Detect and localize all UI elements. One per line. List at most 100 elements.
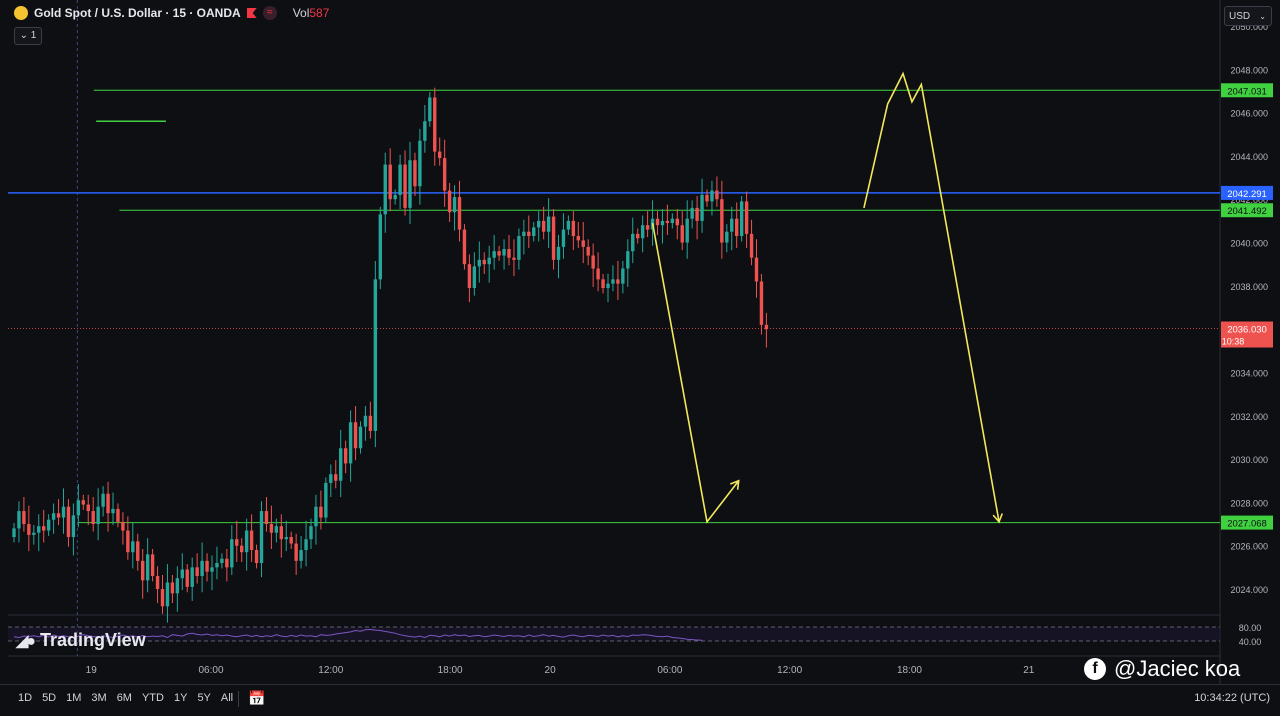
bottom-toolbar: 1D 5D 1M 3M 6M YTD 1Y 5Y All 📅 10:34:22 (UTC): [0, 684, 1280, 716]
candle-body: [12, 528, 16, 538]
candle-body: [37, 526, 41, 533]
x-tick-label: 21: [1023, 665, 1035, 676]
candle-body: [665, 220, 670, 224]
range-button-3m[interactable]: 3M: [91, 692, 107, 704]
candle-body: [71, 515, 76, 538]
candle-body: [56, 513, 61, 518]
candle-body: [240, 545, 244, 553]
range-button-ytd[interactable]: YTD: [141, 692, 164, 704]
symbol-title[interactable]: Gold Spot / U.S. Dollar · 15 · OANDA: [34, 6, 241, 20]
candle-body: [596, 268, 600, 280]
range-selector: 1D 5D 1M 3M 6M YTD 1Y 5Y All: [18, 692, 233, 704]
candle-body: [626, 251, 630, 269]
candle-body: [343, 448, 348, 464]
candle-body: [126, 530, 130, 553]
price-level-label: 2041.492: [1227, 206, 1267, 217]
utc-clock[interactable]: 10:34:22 (UTC): [1194, 692, 1270, 704]
price-chart[interactable]: 2050.000 2048.000 2046.000 2044.000 2042.000…: [0, 0, 1280, 684]
collapse-indicators-button[interactable]: ⌄ 1: [14, 27, 42, 45]
candle-body: [299, 550, 303, 561]
range-button-1d[interactable]: 1D: [18, 692, 33, 704]
y-tick-label: 2042.000: [1230, 195, 1268, 205]
volume-label: Vol587: [292, 6, 330, 20]
candle-body: [556, 246, 561, 260]
candle-body: [165, 582, 170, 607]
candle-body: [106, 493, 110, 514]
candle-body: [720, 199, 724, 243]
range-button-5d[interactable]: 5D: [42, 692, 57, 704]
candle-body: [695, 207, 699, 221]
candle-body: [393, 194, 397, 200]
candle-body: [561, 229, 566, 247]
x-tick-label: 06:00: [657, 665, 682, 676]
candle-body: [101, 493, 105, 507]
range-button-all[interactable]: All: [220, 692, 234, 704]
candle-body: [705, 194, 709, 202]
calendar-icon[interactable]: 📅: [248, 690, 266, 706]
yellow-path-drawing: [651, 222, 740, 524]
range-button-1m[interactable]: 1M: [66, 692, 82, 704]
candle-body: [170, 582, 175, 594]
candle-body: [17, 511, 21, 529]
volume-value: 587: [309, 6, 330, 20]
candle-body: [507, 249, 511, 258]
range-button-1y[interactable]: 1Y: [173, 692, 188, 704]
candle-body: [185, 569, 189, 587]
x-tick-label: 18:00: [897, 665, 922, 676]
candle-body: [66, 506, 71, 538]
candle-body: [408, 160, 412, 208]
candle-body: [715, 190, 719, 200]
candle-body: [764, 324, 769, 330]
currency-select[interactable]: USD ⌄: [1224, 6, 1272, 26]
candle-body: [230, 539, 234, 568]
candle-body: [81, 500, 85, 505]
candle-body: [96, 506, 100, 525]
candle-body: [353, 422, 358, 449]
y-tick-label: 2026.000: [1230, 542, 1268, 552]
candle-body: [438, 151, 442, 159]
candle-body: [462, 229, 467, 265]
candle-body: [655, 218, 660, 226]
candle-body: [517, 236, 521, 260]
candle-body: [383, 164, 387, 215]
candle-body: [304, 539, 308, 551]
candle-body: [27, 524, 31, 535]
candle-body: [150, 554, 155, 577]
candle-body: [116, 508, 120, 522]
x-tick-label: 19: [86, 665, 98, 676]
yellow-path-drawing: [863, 71, 1000, 523]
candle-body: [532, 227, 536, 237]
candle-body: [739, 201, 744, 237]
candle-body: [86, 504, 90, 512]
candle-body: [591, 255, 595, 269]
range-button-6m[interactable]: 6M: [116, 692, 132, 704]
rsi-line: [13, 628, 703, 641]
candle-body: [551, 216, 556, 260]
symbol-header: Gold Spot / U.S. Dollar · 15 · OANDA ≈ V…: [14, 6, 329, 20]
candle-body: [611, 279, 615, 284]
price-level-badge: [1221, 185, 1273, 200]
gold-symbol-icon: [14, 6, 28, 20]
candle-body: [155, 576, 160, 590]
price-level-badge: [1221, 515, 1273, 530]
candle-body: [457, 197, 462, 230]
candle-body: [645, 225, 650, 230]
candle-body: [616, 279, 620, 284]
candle-body: [541, 220, 546, 232]
candle-body: [358, 426, 363, 449]
y-tick-label: 2024.000: [1230, 585, 1268, 595]
candle-body: [571, 220, 576, 237]
candle-body: [264, 511, 269, 525]
candle-body: [477, 259, 481, 267]
candle-body: [32, 532, 36, 535]
candle-body: [730, 218, 734, 232]
y-tick-label: 2040.000: [1230, 239, 1268, 249]
arrow-head: [730, 479, 740, 490]
candle-body: [631, 233, 635, 252]
candle-body: [51, 513, 56, 520]
toolbar-divider: [238, 691, 239, 707]
candle-body: [91, 511, 95, 525]
x-tick-label: 06:00: [198, 665, 223, 676]
range-button-5y[interactable]: 5Y: [197, 692, 211, 704]
candle-body: [324, 482, 328, 518]
